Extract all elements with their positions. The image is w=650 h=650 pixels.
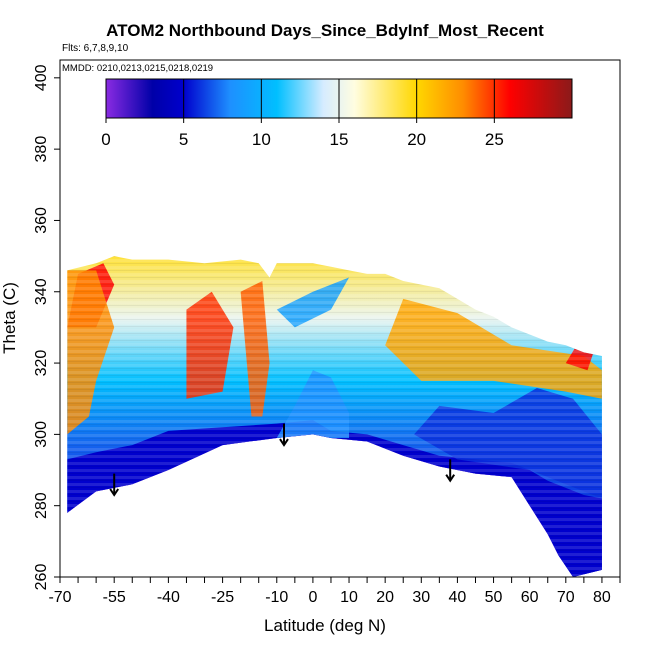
y-tick-label-400: 400 — [33, 64, 50, 91]
x-axis: -70 -55 -40 -25 -10 0 10 20 30 40 50 60 70 80 — [48, 577, 621, 606]
y-axis-label: Theta (C) — [0, 282, 19, 354]
arrow-head-1 — [279, 438, 289, 447]
chart-title: ATOM2 Northbound Days_Since_BdyInf_Most_… — [106, 21, 544, 40]
x-tick-label-50: 50 — [485, 589, 503, 606]
y-tick-label-300: 300 — [33, 421, 50, 448]
x-tick-label-60: 60 — [521, 589, 539, 606]
colorbar-tick-label-25: 25 — [485, 130, 504, 149]
x-tick-label--40: -40 — [157, 589, 180, 606]
x-tick-label-0: 0 — [308, 589, 317, 606]
colorbar-tick-label-0: 0 — [101, 130, 110, 149]
colorbar: 0 5 10 15 20 25 — [101, 78, 573, 149]
colorbar-ticks: 0 5 10 15 20 25 — [101, 79, 504, 149]
colorbar-tick-label-10: 10 — [252, 130, 271, 149]
x-tick-label-20: 20 — [376, 589, 394, 606]
y-axis: 260 280 300 320 340 360 380 400 — [33, 64, 60, 590]
colorbar-tick-label-15: 15 — [330, 130, 349, 149]
y-tick-label-380: 380 — [33, 136, 50, 163]
x-tick-label-10: 10 — [340, 589, 358, 606]
y-tick-label-260: 260 — [33, 564, 50, 591]
x-tick-label--70: -70 — [48, 589, 71, 606]
colorbar-tick-label-5: 5 — [179, 130, 188, 149]
x-tick-label--25: -25 — [211, 589, 234, 606]
x-tick-label-30: 30 — [412, 589, 430, 606]
chart-subtitle: Flts: 6,7,8,9,10 — [62, 43, 129, 54]
y-tick-label-280: 280 — [33, 492, 50, 519]
x-tick-label-80: 80 — [593, 589, 611, 606]
tropopause-arrows — [109, 423, 456, 497]
x-axis-label: Latitude (deg N) — [264, 616, 386, 635]
mmdd-annotation: MMDD: 0210,0213,0215,0218,0219 — [62, 63, 213, 74]
x-tick-label--10: -10 — [265, 589, 288, 606]
y-tick-label-360: 360 — [33, 207, 50, 234]
y-tick-label-340: 340 — [33, 278, 50, 305]
arrow-head-0 — [109, 488, 120, 497]
x-tick-label-70: 70 — [557, 589, 575, 606]
y-tick-label-320: 320 — [33, 350, 50, 377]
plot-frame — [59, 59, 621, 578]
x-tick-label-40: 40 — [449, 589, 467, 606]
colorbar-tick-label-20: 20 — [407, 130, 426, 149]
x-tick-label--55: -55 — [103, 589, 126, 606]
arrow-head-2 — [445, 474, 456, 483]
